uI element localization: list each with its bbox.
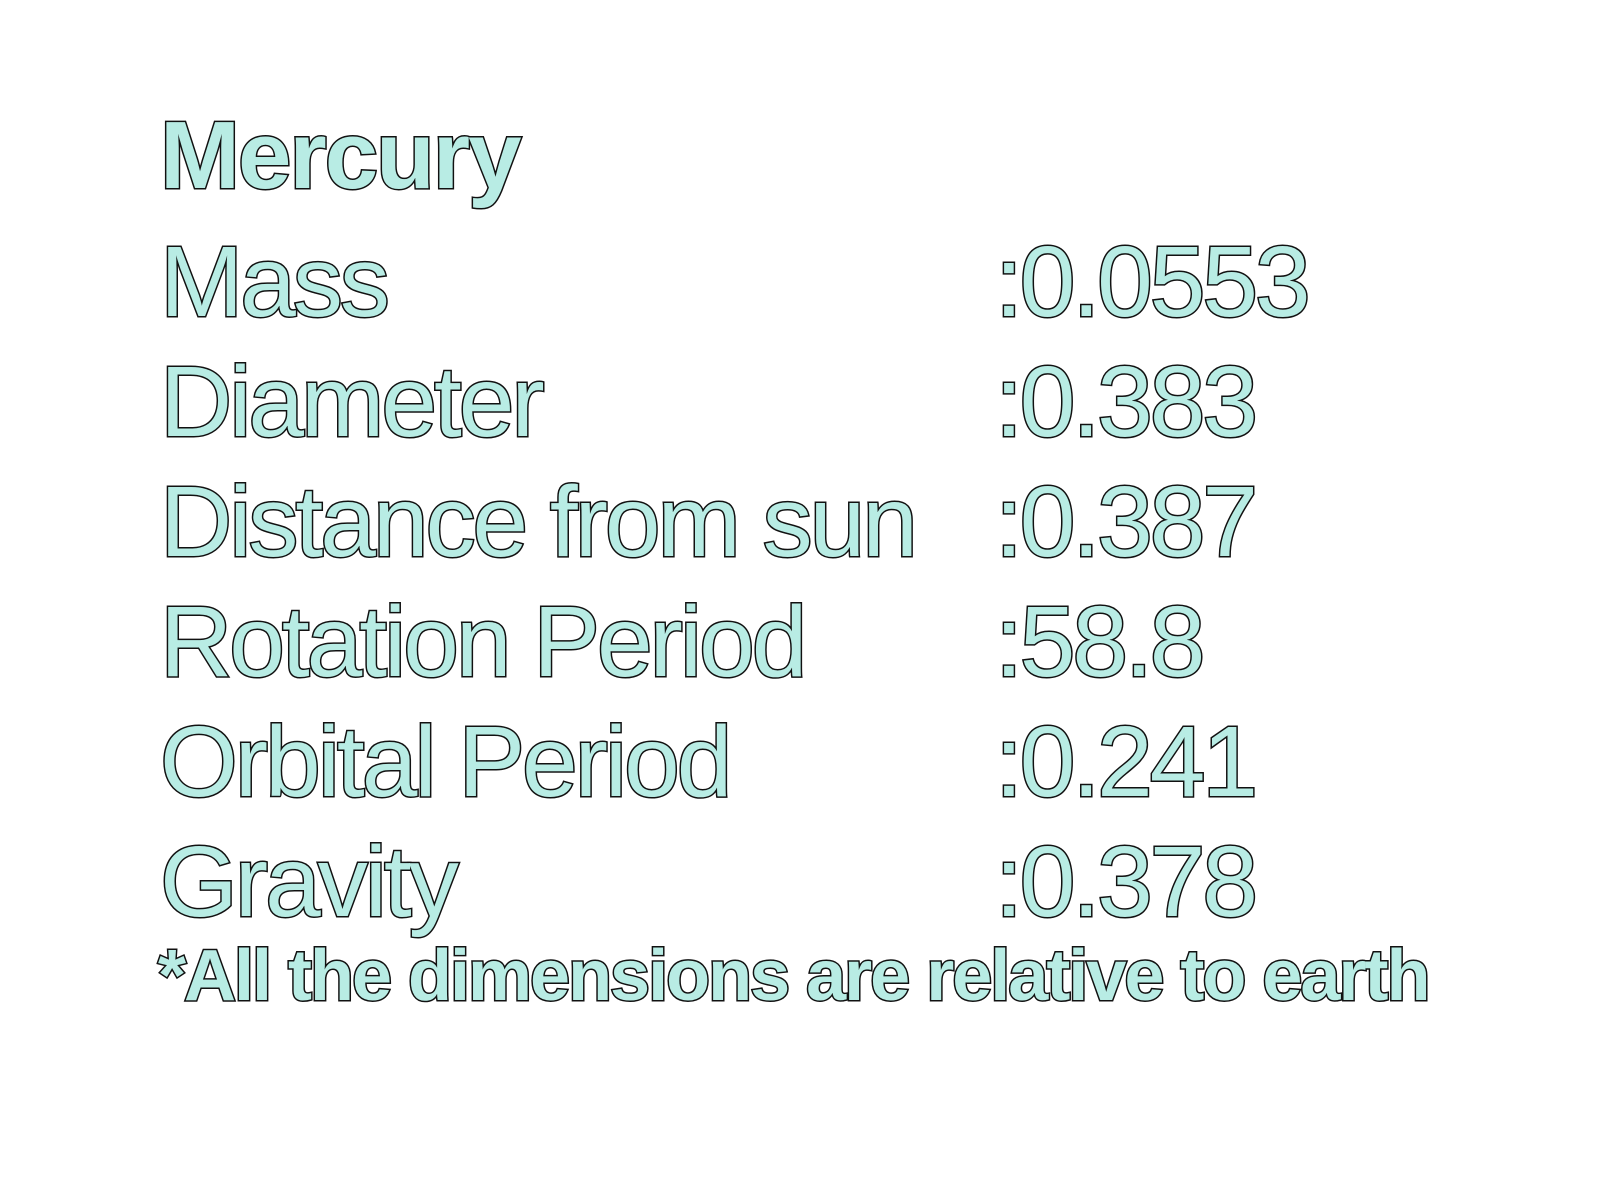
stat-value: :58.8 bbox=[993, 586, 1206, 698]
planet-title: Mercury bbox=[159, 102, 523, 209]
stat-value: :0.383 bbox=[993, 346, 1259, 458]
stat-label: Diameter bbox=[159, 346, 547, 458]
stat-label: Orbital Period bbox=[158, 706, 733, 818]
stat-value: :0.378 bbox=[993, 826, 1259, 938]
stat-label: Mass bbox=[159, 226, 392, 338]
stat-value: :0.241 bbox=[993, 706, 1259, 818]
stat-label: Gravity bbox=[159, 826, 461, 938]
stat-label: Rotation Period bbox=[158, 586, 808, 698]
footnote: *All the dimensions are relative to eart… bbox=[156, 936, 1431, 1016]
stat-value: :0.387 bbox=[993, 466, 1259, 578]
stat-label: Distance from sun bbox=[159, 466, 920, 578]
stat-value: :0.0553 bbox=[994, 226, 1313, 338]
